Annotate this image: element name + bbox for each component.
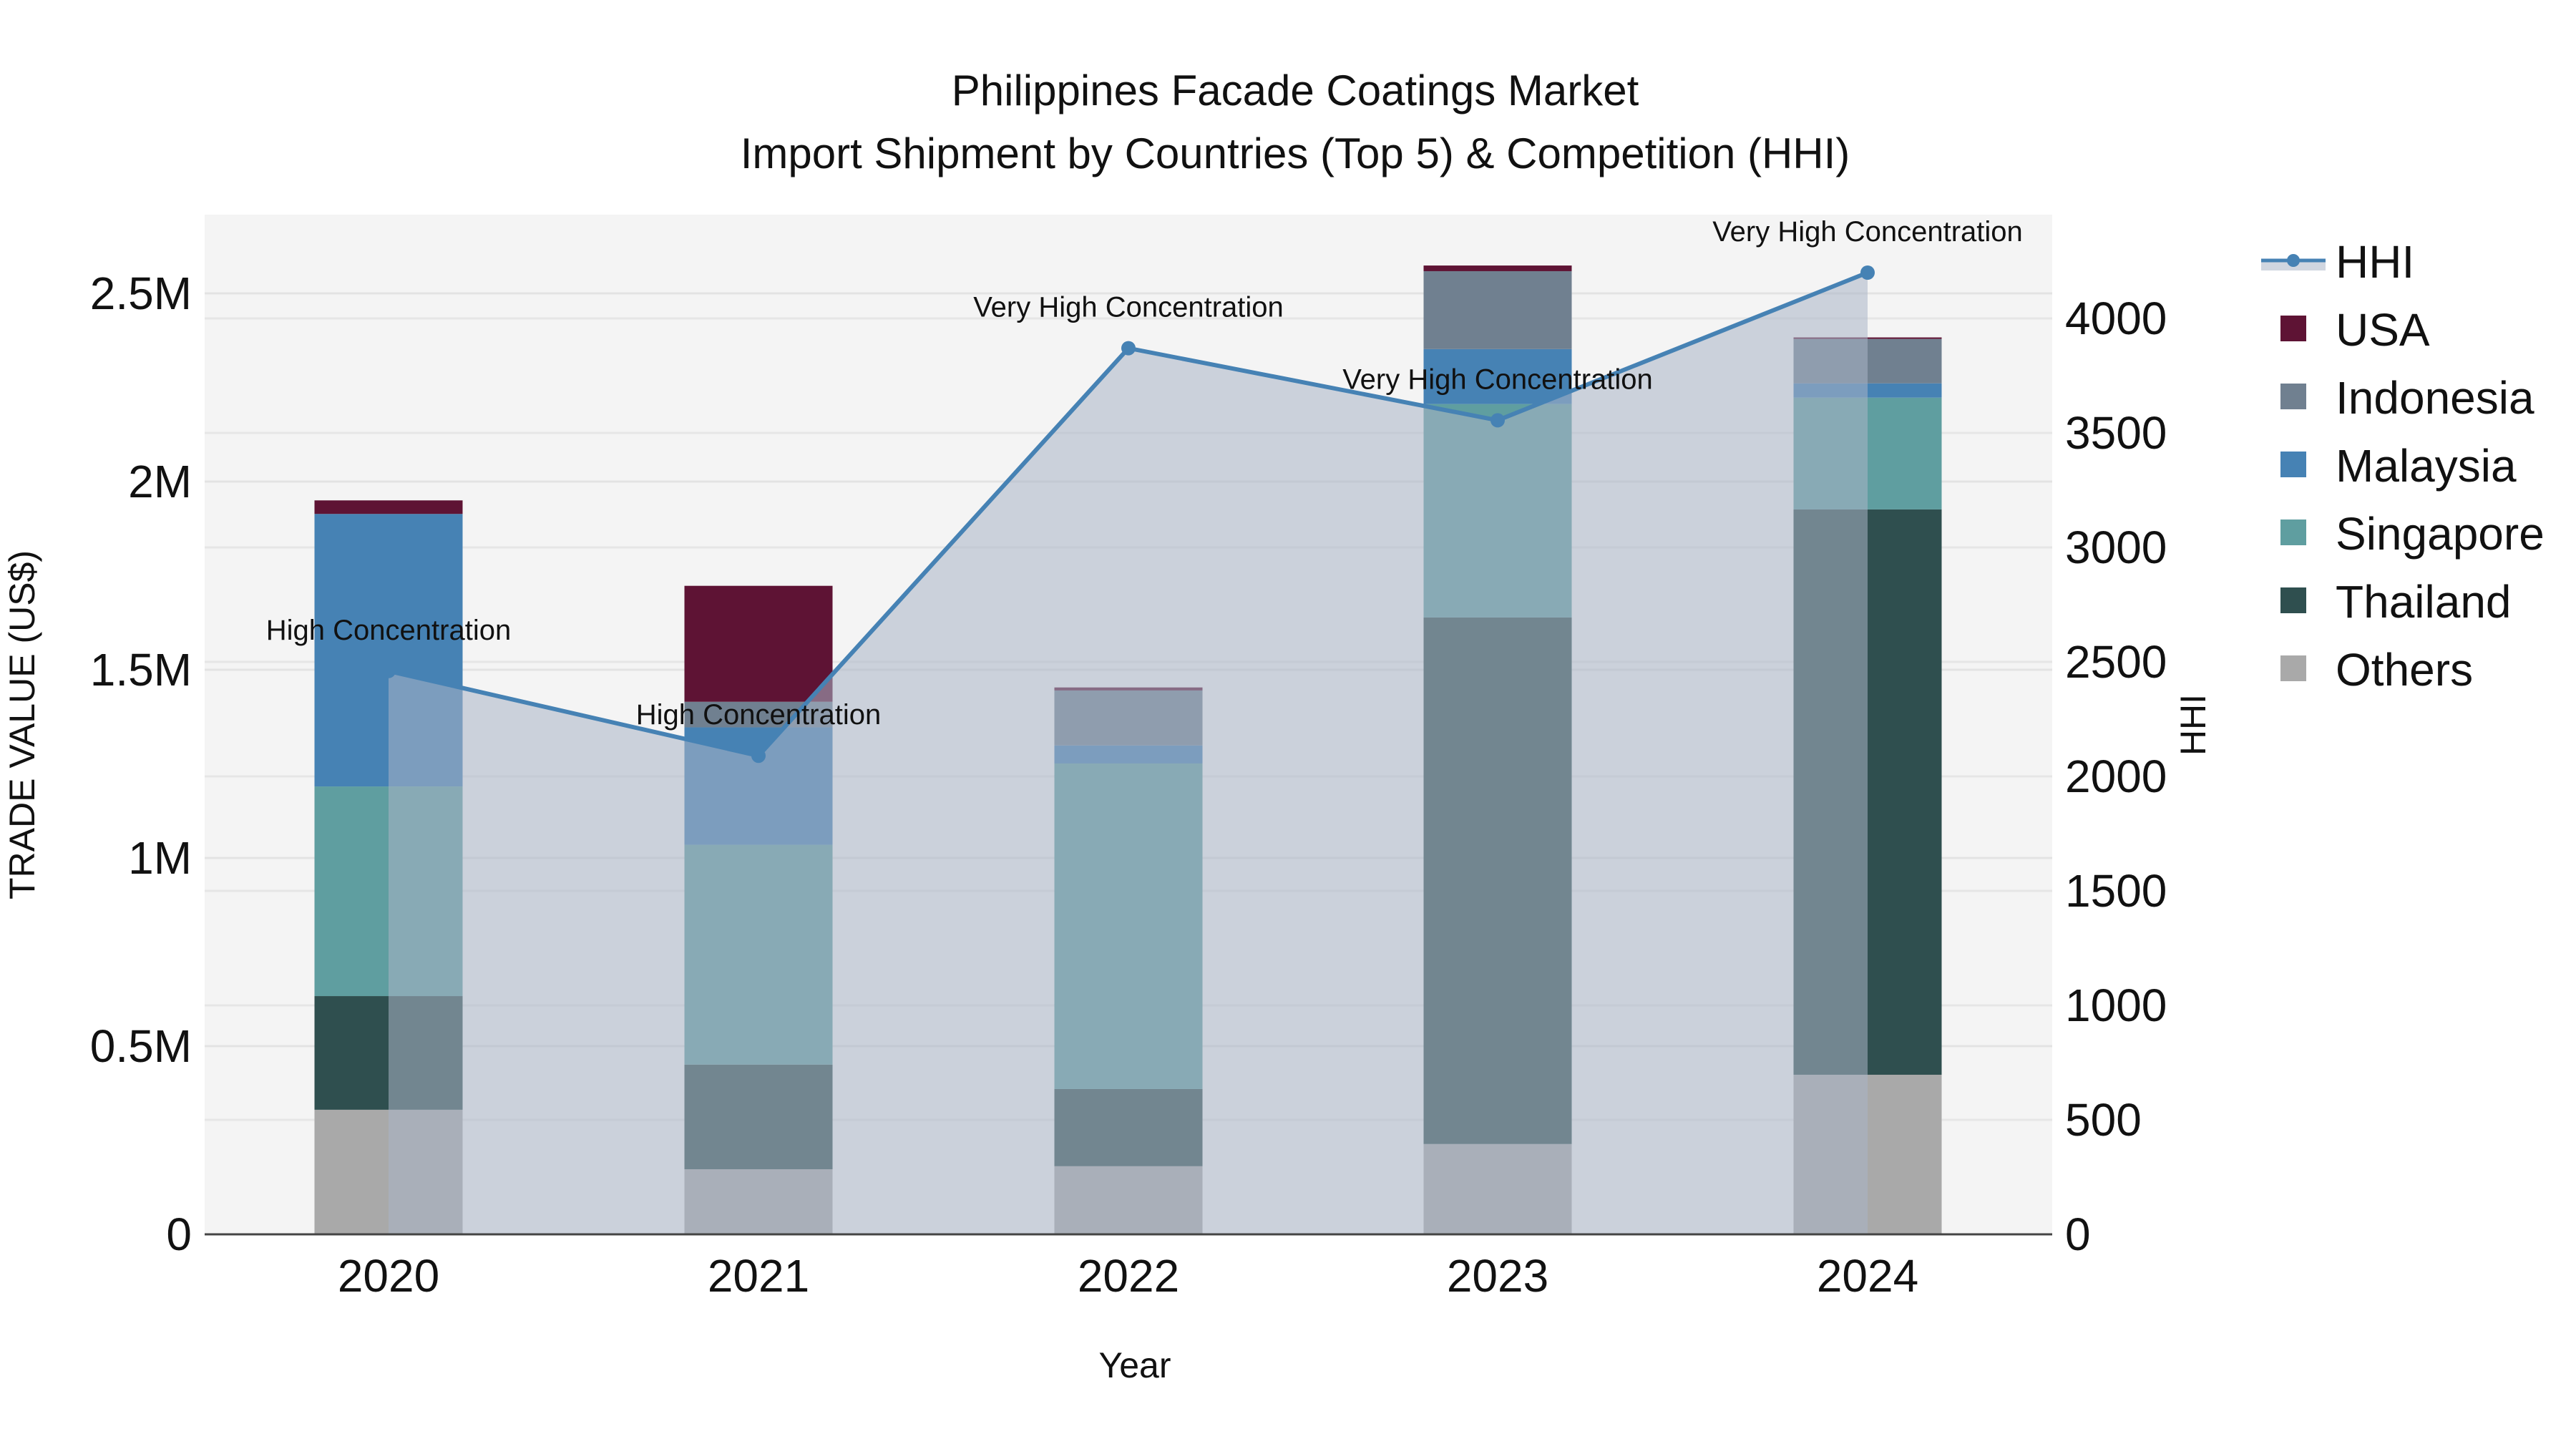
x-tick-label: 2022 bbox=[1078, 1250, 1179, 1302]
hhi-series bbox=[381, 265, 1875, 1234]
legend-item-indonesia[interactable]: Indonesia bbox=[2280, 372, 2534, 424]
y-right-tick-label: 2500 bbox=[2065, 636, 2167, 688]
legend-label: HHI bbox=[2336, 236, 2414, 288]
x-tick-label: 2023 bbox=[1447, 1250, 1548, 1302]
y-left-axis-title: TRADE VALUE (US$) bbox=[2, 550, 42, 899]
legend-label: Singapore bbox=[2336, 508, 2545, 560]
hhi-area bbox=[389, 273, 1868, 1234]
legend-swatch-icon bbox=[2280, 587, 2306, 613]
legend-swatch-icon bbox=[2280, 655, 2306, 681]
y-right-tick-label: 500 bbox=[2065, 1094, 2142, 1146]
hhi-annotation: Very High Concentration bbox=[1712, 216, 2023, 248]
y-left-tick-label: 1.5M bbox=[90, 644, 192, 696]
x-axis-ticks: 2020 2021 2022 2023 2024 bbox=[338, 1250, 1918, 1302]
y-right-axis-title: HHI bbox=[2173, 694, 2213, 756]
hhi-annotation: Very High Concentration bbox=[1342, 364, 1653, 395]
legend-swatch-icon bbox=[2280, 384, 2306, 409]
legend-label: Indonesia bbox=[2336, 372, 2534, 424]
x-axis-title: Year bbox=[1098, 1345, 1171, 1385]
legend-swatch-icon bbox=[2280, 452, 2306, 477]
legend-item-singapore[interactable]: Singapore bbox=[2280, 508, 2545, 560]
y-right-tick-label: 1000 bbox=[2065, 980, 2167, 1031]
hhi-marker-2023[interactable] bbox=[1491, 413, 1505, 428]
y-left-tick-label: 2M bbox=[128, 456, 192, 507]
hhi-annotation: Very High Concentration bbox=[973, 292, 1284, 323]
hhi-marker-2020[interactable] bbox=[381, 663, 396, 678]
y-left-tick-label: 0 bbox=[166, 1209, 192, 1260]
y-right-tick-label: 4000 bbox=[2065, 293, 2167, 344]
y-right-tick-label: 3500 bbox=[2065, 407, 2167, 459]
legend: HHI USA Indonesia Malaysia Singapore Thailand… bbox=[2261, 236, 2545, 696]
y-left-tick-label: 0.5M bbox=[90, 1020, 192, 1072]
left-axis-ticks: 0 0.5M 1M 1.5M 2M 2.5M bbox=[90, 268, 192, 1260]
legend-item-hhi[interactable]: HHI bbox=[2261, 236, 2414, 288]
hhi-marker-2021[interactable] bbox=[751, 748, 766, 763]
legend-item-others[interactable]: Others bbox=[2280, 644, 2473, 696]
bar-segment-malaysia[interactable] bbox=[1423, 348, 1572, 404]
legend-label: Others bbox=[2336, 644, 2473, 696]
bar-segment-indonesia[interactable] bbox=[1423, 270, 1572, 349]
legend-item-thailand[interactable]: Thailand bbox=[2280, 576, 2512, 628]
legend-item-malaysia[interactable]: Malaysia bbox=[2280, 440, 2517, 492]
y-left-tick-label: 2.5M bbox=[90, 268, 192, 319]
hhi-marker-2022[interactable] bbox=[1121, 341, 1136, 356]
y-right-tick-label: 0 bbox=[2065, 1209, 2091, 1260]
chart-title-line2: Import Shipment by Countries (Top 5) & C… bbox=[741, 130, 1850, 177]
y-right-tick-label: 1500 bbox=[2065, 865, 2167, 917]
chart-title-line1: Philippines Facade Coatings Market bbox=[952, 67, 1639, 114]
legend-item-usa[interactable]: USA bbox=[2280, 304, 2430, 356]
bar-segment-usa[interactable] bbox=[1423, 265, 1572, 271]
right-axis-ticks: 0 500 1000 1500 2000 2500 3000 3500 4000 bbox=[2065, 293, 2167, 1260]
y-left-tick-label: 1M bbox=[128, 832, 192, 884]
bar-segment-usa[interactable] bbox=[314, 500, 463, 514]
legend-marker-icon bbox=[2287, 254, 2300, 267]
hhi-marker-2024[interactable] bbox=[1860, 265, 1875, 280]
y-right-tick-label: 2000 bbox=[2065, 751, 2167, 802]
legend-swatch-icon bbox=[2280, 316, 2306, 341]
legend-label: USA bbox=[2336, 304, 2430, 356]
annotations: High Concentration High Concentration Very… bbox=[266, 216, 2023, 731]
y-right-tick-label: 3000 bbox=[2065, 522, 2167, 573]
x-tick-label: 2024 bbox=[1817, 1250, 1918, 1302]
hhi-annotation: High Concentration bbox=[636, 699, 881, 731]
bar-segment-usa[interactable] bbox=[684, 585, 833, 702]
legend-label: Malaysia bbox=[2336, 440, 2517, 492]
legend-swatch-icon bbox=[2280, 519, 2306, 545]
x-tick-label: 2020 bbox=[338, 1250, 439, 1302]
hhi-annotation: High Concentration bbox=[266, 615, 511, 646]
x-tick-label: 2021 bbox=[708, 1250, 809, 1302]
legend-label: Thailand bbox=[2336, 576, 2512, 628]
